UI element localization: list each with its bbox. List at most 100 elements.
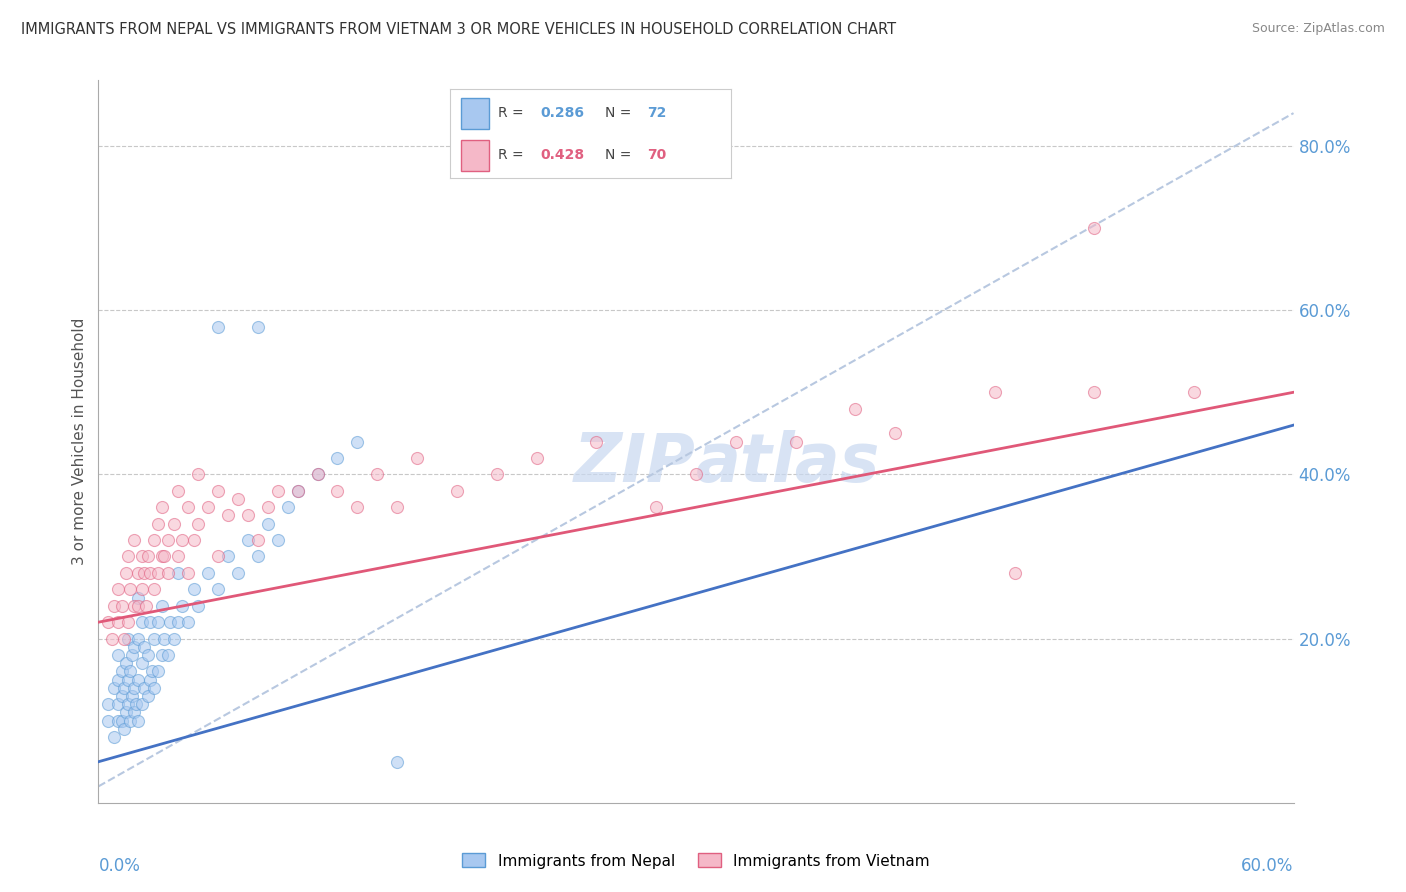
Point: [124, 599, 146, 613]
Y-axis label: 3 or more Vehicles in Household: 3 or more Vehicles in Household: [72, 318, 87, 566]
Point: [127, 599, 149, 613]
Point: [326, 483, 349, 498]
Point: [172, 599, 194, 613]
Point: [107, 673, 129, 687]
Point: [984, 385, 1007, 400]
Point: [117, 698, 139, 712]
Point: [121, 689, 143, 703]
Point: [143, 632, 166, 646]
Point: [120, 714, 142, 728]
Point: [124, 706, 146, 720]
Point: [112, 681, 135, 695]
Point: [159, 615, 181, 630]
Point: [207, 319, 229, 334]
Point: [1083, 385, 1105, 400]
Point: [217, 549, 239, 564]
Point: [112, 722, 135, 736]
Point: [197, 500, 219, 515]
Point: [153, 632, 176, 646]
Point: [111, 665, 134, 679]
Point: [183, 582, 205, 597]
Point: [645, 500, 668, 515]
Point: [111, 714, 134, 728]
Point: [124, 533, 146, 547]
Point: [246, 533, 269, 547]
Point: [287, 483, 309, 498]
Point: [526, 450, 548, 465]
Point: [366, 467, 388, 482]
Point: [177, 566, 200, 580]
Point: [115, 657, 138, 671]
Point: [346, 500, 368, 515]
Point: [183, 533, 205, 547]
Point: [724, 434, 747, 449]
Point: [1182, 385, 1205, 400]
Point: [141, 665, 163, 679]
Point: [139, 566, 162, 580]
Point: [217, 508, 239, 523]
Text: R =: R =: [498, 106, 527, 120]
Point: [124, 681, 146, 695]
Text: N =: N =: [605, 148, 636, 162]
Point: [127, 591, 149, 605]
Point: [172, 533, 194, 547]
Point: [148, 615, 170, 630]
Point: [187, 599, 209, 613]
Point: [139, 615, 162, 630]
Point: [112, 632, 135, 646]
Point: [685, 467, 707, 482]
Point: [256, 516, 278, 531]
Point: [107, 714, 129, 728]
Point: [117, 632, 139, 646]
Point: [127, 714, 149, 728]
Point: [127, 632, 149, 646]
Point: [127, 566, 149, 580]
Point: [246, 549, 269, 564]
Text: 60.0%: 60.0%: [1241, 857, 1294, 875]
Point: [226, 566, 249, 580]
Point: [103, 599, 125, 613]
Point: [157, 648, 180, 662]
Point: [446, 483, 468, 498]
Point: [207, 483, 229, 498]
Point: [120, 582, 142, 597]
Point: [127, 673, 149, 687]
Point: [131, 698, 153, 712]
Point: [177, 615, 200, 630]
FancyBboxPatch shape: [461, 140, 489, 171]
Point: [136, 549, 159, 564]
Point: [117, 549, 139, 564]
Point: [167, 615, 190, 630]
Point: [97, 714, 120, 728]
Point: [103, 681, 125, 695]
Text: IMMIGRANTS FROM NEPAL VS IMMIGRANTS FROM VIETNAM 3 OR MORE VEHICLES IN HOUSEHOLD: IMMIGRANTS FROM NEPAL VS IMMIGRANTS FROM…: [21, 22, 896, 37]
Point: [97, 615, 120, 630]
Point: [143, 533, 166, 547]
Point: [163, 516, 186, 531]
Point: [177, 500, 200, 515]
Point: [136, 648, 159, 662]
Point: [107, 648, 129, 662]
Text: 72: 72: [647, 106, 666, 120]
Point: [157, 566, 180, 580]
FancyBboxPatch shape: [461, 98, 489, 129]
Point: [785, 434, 807, 449]
Point: [267, 533, 290, 547]
Point: [150, 599, 173, 613]
Point: [406, 450, 429, 465]
Point: [207, 549, 229, 564]
Point: [226, 491, 249, 506]
Point: [346, 434, 368, 449]
Text: ZIP: ZIP: [574, 430, 696, 496]
Point: [236, 508, 259, 523]
Point: [136, 689, 159, 703]
Text: R =: R =: [498, 148, 527, 162]
Point: [101, 632, 124, 646]
Text: N =: N =: [605, 106, 636, 120]
Point: [197, 566, 219, 580]
Point: [125, 698, 148, 712]
Point: [131, 657, 153, 671]
Point: [121, 648, 143, 662]
Point: [97, 698, 120, 712]
Point: [167, 483, 190, 498]
